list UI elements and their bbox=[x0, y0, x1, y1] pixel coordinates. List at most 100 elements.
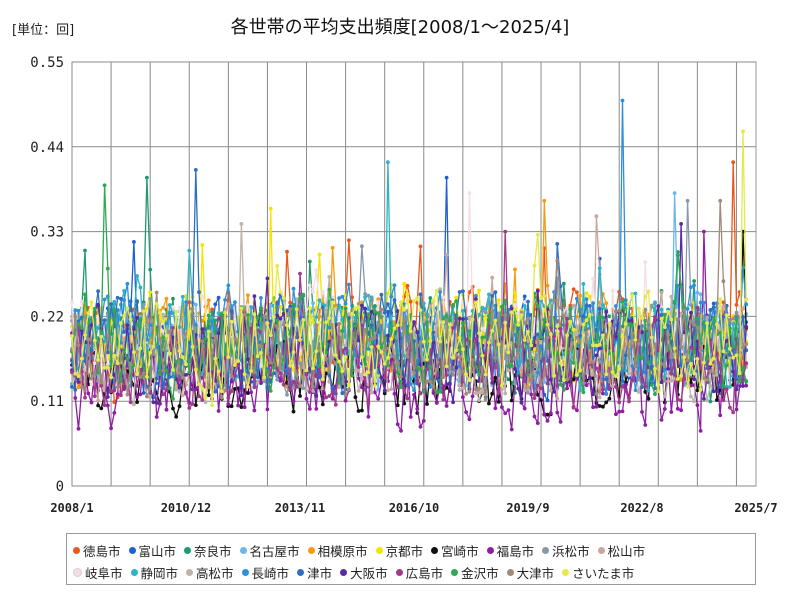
legend-marker bbox=[184, 546, 192, 554]
data-point bbox=[229, 349, 234, 354]
data-point bbox=[122, 289, 126, 293]
data-point bbox=[376, 297, 381, 302]
data-point bbox=[623, 322, 628, 326]
data-point bbox=[164, 368, 169, 373]
data-point bbox=[135, 372, 140, 377]
data-point bbox=[171, 311, 175, 315]
data-point bbox=[503, 229, 508, 234]
data-point bbox=[83, 292, 87, 297]
data-point bbox=[744, 302, 749, 307]
data-point bbox=[721, 314, 726, 319]
legend: 徳島市 富山市 奈良市 名古屋市 相模原市 京都市 宮崎市 福島市 浜松市 松山市 岐阜市 静岡市 高… bbox=[66, 533, 756, 585]
data-point bbox=[219, 389, 224, 394]
data-point bbox=[395, 323, 400, 328]
legend-label: 大阪市 bbox=[350, 565, 388, 581]
data-point bbox=[223, 310, 228, 315]
data-point bbox=[509, 398, 514, 403]
data-point bbox=[363, 295, 367, 299]
data-point bbox=[395, 385, 400, 390]
data-point bbox=[718, 297, 723, 301]
data-point bbox=[262, 314, 267, 318]
data-point bbox=[718, 385, 723, 389]
data-point bbox=[447, 318, 452, 323]
plot-area bbox=[71, 61, 757, 487]
data-point bbox=[461, 347, 465, 352]
x-tick-label: 2013/11 bbox=[275, 501, 326, 515]
data-point bbox=[83, 359, 87, 363]
data-point bbox=[506, 350, 511, 355]
data-point bbox=[343, 346, 348, 351]
data-point bbox=[167, 310, 172, 315]
data-point bbox=[356, 376, 361, 381]
data-point bbox=[705, 398, 709, 403]
data-point bbox=[70, 370, 74, 375]
data-point bbox=[213, 302, 218, 307]
data-point bbox=[604, 301, 609, 306]
data-point bbox=[565, 313, 569, 318]
data-point bbox=[516, 351, 521, 355]
data-point bbox=[555, 396, 560, 401]
data-point bbox=[513, 267, 517, 272]
data-point bbox=[376, 344, 381, 349]
data-point bbox=[187, 406, 192, 410]
data-point bbox=[542, 373, 547, 377]
data-point bbox=[516, 386, 521, 391]
data-point bbox=[161, 335, 166, 340]
data-point bbox=[682, 377, 687, 382]
data-point bbox=[689, 345, 693, 350]
data-point bbox=[249, 326, 254, 331]
data-point bbox=[376, 396, 381, 401]
data-point bbox=[187, 248, 192, 253]
data-point bbox=[441, 320, 446, 324]
data-point bbox=[327, 369, 332, 374]
data-point bbox=[200, 243, 205, 247]
data-point bbox=[294, 307, 299, 312]
data-point bbox=[167, 303, 172, 307]
data-point bbox=[535, 421, 540, 425]
data-point bbox=[223, 352, 228, 357]
data-point bbox=[594, 353, 599, 358]
series-line bbox=[71, 200, 747, 401]
data-point bbox=[447, 381, 452, 386]
data-point bbox=[532, 263, 537, 268]
data-point bbox=[288, 387, 293, 392]
data-point bbox=[522, 321, 527, 325]
data-point bbox=[457, 364, 462, 368]
legend-marker bbox=[186, 568, 194, 576]
data-point bbox=[578, 388, 582, 392]
data-point bbox=[415, 406, 420, 411]
data-point bbox=[461, 386, 465, 391]
data-point bbox=[568, 334, 573, 338]
data-point bbox=[565, 380, 569, 385]
data-point bbox=[467, 389, 472, 394]
data-point bbox=[193, 387, 198, 392]
data-point bbox=[604, 309, 609, 314]
data-point bbox=[698, 429, 703, 433]
data-point bbox=[109, 426, 113, 431]
data-point bbox=[402, 307, 407, 312]
data-point bbox=[317, 314, 322, 319]
data-point bbox=[193, 302, 198, 307]
data-point bbox=[89, 400, 94, 405]
data-point bbox=[656, 348, 661, 353]
data-point bbox=[333, 303, 338, 308]
data-point bbox=[115, 295, 120, 300]
data-point bbox=[483, 335, 488, 339]
data-point bbox=[301, 318, 306, 322]
data-point bbox=[643, 307, 648, 312]
data-point bbox=[461, 317, 465, 321]
data-point bbox=[496, 316, 501, 320]
data-point bbox=[653, 392, 657, 396]
data-point bbox=[115, 385, 120, 389]
data-point bbox=[571, 287, 576, 292]
data-point bbox=[135, 322, 140, 327]
data-point bbox=[112, 299, 117, 304]
data-point bbox=[324, 310, 328, 314]
data-point bbox=[689, 394, 693, 399]
data-point bbox=[646, 388, 651, 393]
legend-marker bbox=[597, 546, 605, 554]
data-point bbox=[695, 316, 700, 321]
data-point bbox=[669, 355, 674, 360]
data-point bbox=[643, 384, 648, 389]
data-point bbox=[601, 333, 605, 337]
